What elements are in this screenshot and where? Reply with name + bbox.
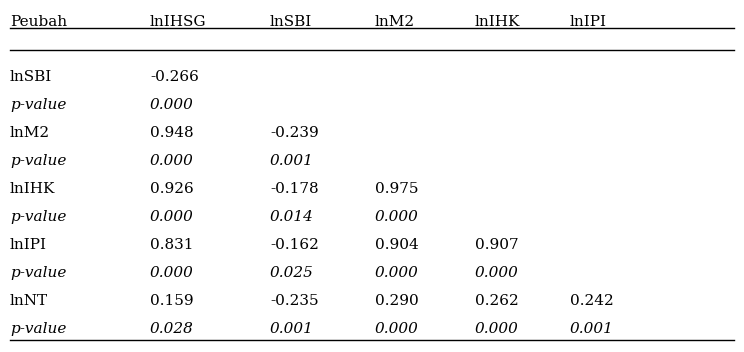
- Text: p-value: p-value: [10, 210, 66, 224]
- Text: 0.159: 0.159: [150, 294, 193, 308]
- Text: 0.000: 0.000: [150, 210, 194, 224]
- Text: lnIHK: lnIHK: [475, 15, 520, 29]
- Text: lnNT: lnNT: [10, 294, 48, 308]
- Text: lnM2: lnM2: [375, 15, 415, 29]
- Text: 0.001: 0.001: [570, 322, 614, 336]
- Text: 0.000: 0.000: [150, 154, 194, 168]
- Text: 0.242: 0.242: [570, 294, 614, 308]
- Text: -0.162: -0.162: [270, 238, 319, 252]
- Text: 0.025: 0.025: [270, 266, 314, 280]
- Text: 0.904: 0.904: [375, 238, 419, 252]
- Text: 0.262: 0.262: [475, 294, 519, 308]
- Text: 0.000: 0.000: [375, 266, 419, 280]
- Text: lnIHSG: lnIHSG: [150, 15, 207, 29]
- Text: 0.028: 0.028: [150, 322, 194, 336]
- Text: 0.014: 0.014: [270, 210, 314, 224]
- Text: 0.000: 0.000: [375, 210, 419, 224]
- Text: -0.178: -0.178: [270, 182, 318, 196]
- Text: 0.926: 0.926: [150, 182, 193, 196]
- Text: lnIPI: lnIPI: [10, 238, 47, 252]
- Text: lnIPI: lnIPI: [570, 15, 607, 29]
- Text: 0.831: 0.831: [150, 238, 193, 252]
- Text: 0.001: 0.001: [270, 154, 314, 168]
- Text: 0.000: 0.000: [475, 266, 519, 280]
- Text: 0.907: 0.907: [475, 238, 519, 252]
- Text: 0.000: 0.000: [150, 98, 194, 112]
- Text: 0.000: 0.000: [375, 322, 419, 336]
- Text: p-value: p-value: [10, 322, 66, 336]
- Text: 0.290: 0.290: [375, 294, 419, 308]
- Text: lnM2: lnM2: [10, 126, 50, 140]
- Text: lnSBI: lnSBI: [270, 15, 312, 29]
- Text: 0.000: 0.000: [150, 266, 194, 280]
- Text: 0.975: 0.975: [375, 182, 418, 196]
- Text: 0.001: 0.001: [270, 322, 314, 336]
- Text: p-value: p-value: [10, 266, 66, 280]
- Text: p-value: p-value: [10, 154, 66, 168]
- Text: Peubah: Peubah: [10, 15, 67, 29]
- Text: lnIHK: lnIHK: [10, 182, 55, 196]
- Text: -0.266: -0.266: [150, 70, 199, 84]
- Text: 0.948: 0.948: [150, 126, 193, 140]
- Text: 0.000: 0.000: [475, 322, 519, 336]
- Text: -0.239: -0.239: [270, 126, 318, 140]
- Text: -0.235: -0.235: [270, 294, 318, 308]
- Text: lnSBI: lnSBI: [10, 70, 52, 84]
- Text: p-value: p-value: [10, 98, 66, 112]
